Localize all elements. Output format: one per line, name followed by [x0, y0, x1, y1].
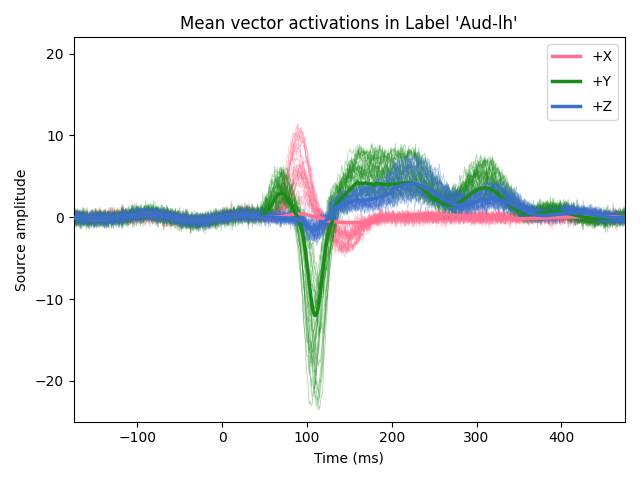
+Z	[100, 216, 108, 222]
+Y	[312, 312, 319, 318]
X-axis label: Time (ms): Time (ms)	[314, 451, 384, 465]
+X	[244, 213, 252, 218]
+Z	[166, 214, 174, 220]
+X	[70, 215, 77, 220]
Line: +X: +X	[74, 214, 625, 223]
+X	[561, 214, 568, 220]
+Z	[561, 210, 568, 216]
Y-axis label: Source amplitude: Source amplitude	[15, 168, 29, 291]
+Y	[108, 216, 116, 221]
+Z	[108, 216, 116, 221]
Line: +Z: +Z	[74, 184, 625, 230]
+Z	[182, 217, 190, 223]
+X	[166, 214, 174, 220]
Title: Mean vector activations in Label 'Aud-lh': Mean vector activations in Label 'Aud-lh…	[180, 15, 518, 33]
+X	[108, 216, 116, 221]
+Y	[166, 214, 174, 220]
+Y	[70, 215, 77, 220]
+Y	[561, 210, 568, 216]
+Z	[406, 181, 414, 187]
+Y	[100, 216, 108, 222]
+X	[296, 211, 303, 216]
+X	[100, 216, 108, 222]
+Y	[354, 179, 362, 185]
+Y	[621, 214, 629, 220]
+Y	[244, 213, 252, 218]
+Z	[244, 213, 252, 218]
+Y	[182, 217, 190, 223]
+X	[182, 217, 190, 223]
+X	[348, 220, 356, 226]
Legend: +X, +Y, +Z: +X, +Y, +Z	[547, 44, 618, 120]
+X	[621, 214, 629, 220]
+Z	[621, 215, 629, 221]
Line: +Y: +Y	[74, 182, 625, 315]
+Z	[310, 227, 317, 233]
+Z	[70, 215, 77, 220]
